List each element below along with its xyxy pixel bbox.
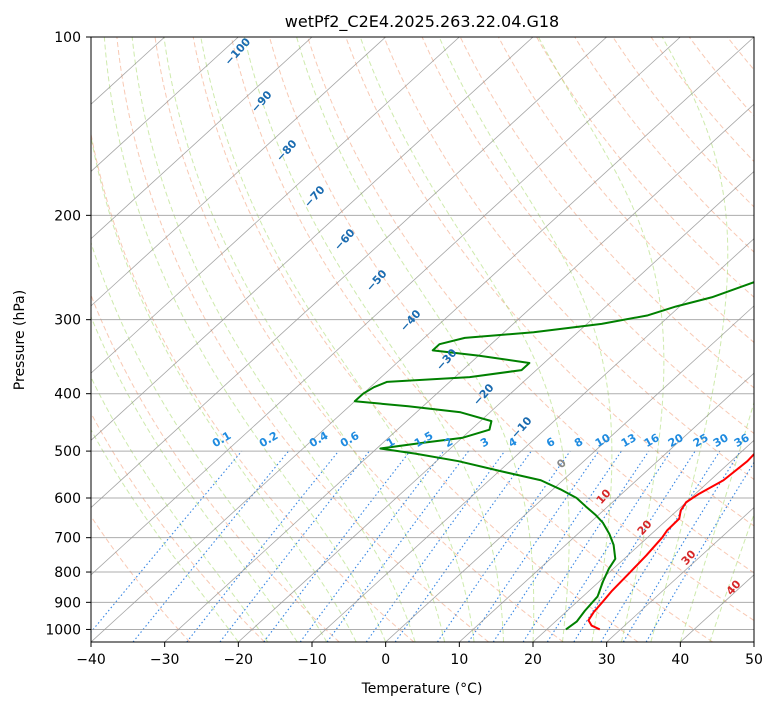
moist-adiabat-line [91, 134, 357, 642]
moist-adiabat-line [679, 400, 754, 642]
chart-title: wetPf2_C2E4.2025.263.22.04.G18 [285, 12, 559, 32]
mixing-ratio-line [132, 450, 290, 642]
moist-adiabat-line [438, 37, 613, 642]
moist-adiabat-line [537, 37, 665, 642]
dry-adiabat-line [497, 37, 754, 344]
x-tick-label: −10 [297, 652, 327, 668]
moist-adiabat-line [91, 428, 239, 642]
isotherm-line [91, 37, 754, 642]
isotherm-line [311, 238, 754, 642]
x-tick-label: 20 [524, 652, 542, 668]
dewpoint-profile-line [353, 281, 754, 631]
isotherm-line [459, 372, 754, 642]
y-tick-label: 100 [54, 30, 81, 46]
moist-adiabat-line [650, 37, 729, 642]
x-axis-label: Temperature (°C) [361, 681, 483, 697]
mixing-ratio-line [622, 450, 741, 642]
moist-adiabat-line [200, 37, 475, 642]
series-layer [353, 281, 754, 631]
mixing-ratio-line [468, 450, 600, 642]
isotherm-line [91, 37, 607, 509]
moist-adiabat-line [163, 37, 446, 642]
y-axis-label: Pressure (hPa) [12, 290, 28, 390]
mixing-ratio-line [522, 450, 650, 642]
y-tick-label: 1000 [45, 622, 81, 638]
temperature-profile-line [587, 452, 754, 631]
x-tick-label: 10 [450, 652, 468, 668]
y-tick-label: 600 [54, 491, 81, 507]
mixing-ratio-line [91, 450, 243, 633]
moist-adiabat-line [91, 241, 328, 642]
plot-frame [90, 36, 755, 643]
y-tick-label: 200 [54, 208, 81, 224]
mixing-ratio-line [263, 450, 411, 642]
moist-adiabat-line [243, 37, 505, 642]
dry-adiabat-line [459, 37, 754, 389]
moist-adiabat-line [91, 315, 298, 642]
y-tick-label: 500 [54, 444, 81, 460]
tick-layer: −40 −30 −20 −10 0 10 20 30 40 50 100 200 300 400 500 60… [45, 30, 763, 668]
isotherm-line [91, 37, 681, 576]
dry-adiabat-line [91, 293, 340, 642]
x-tick-label: 40 [671, 652, 689, 668]
mixing-ratio-line [299, 450, 445, 642]
x-tick-label: −40 [76, 652, 106, 668]
y-tick-label: 400 [54, 387, 81, 403]
y-tick-label: 300 [54, 313, 81, 329]
x-tick-label: −30 [150, 652, 180, 668]
mixing-ratio-line [186, 450, 339, 642]
mixing-ratio-line [573, 450, 696, 642]
grid-layer [91, 37, 754, 642]
dry-adiabat-line [345, 37, 754, 527]
isotherm-line [238, 170, 754, 642]
dry-adiabat-line [192, 37, 639, 642]
y-tick-label: 800 [54, 565, 81, 581]
x-tick-label: 50 [745, 652, 763, 668]
moist-adiabat-line [359, 37, 570, 642]
mixing-ratio-line [546, 450, 672, 642]
dry-adiabat-line [383, 37, 754, 481]
dry-adiabat-line [230, 37, 713, 642]
x-tick-label: −20 [224, 652, 254, 668]
moist-adiabat-line [131, 37, 416, 642]
dry-adiabat-line [269, 37, 754, 622]
isotherm-line [91, 37, 460, 374]
x-tick-label: 0 [381, 652, 390, 668]
isotherm-line [164, 103, 754, 642]
isotherm-line [606, 507, 754, 642]
x-tick-label: 30 [598, 652, 616, 668]
mixing-ratio-line [326, 450, 469, 642]
mixing-ratio-line [436, 450, 571, 642]
isotherm-line [532, 439, 754, 642]
mixing-ratio-line [365, 450, 506, 642]
isotherm-line [91, 37, 534, 441]
dry-adiabat-line [91, 515, 191, 642]
moist-adiabat-line [296, 37, 535, 642]
dry-adiabat-line [421, 37, 754, 435]
isotherm-line [91, 37, 386, 307]
dry-adiabat-line [307, 37, 754, 574]
dry-adiabat-line [612, 37, 754, 208]
moist-adiabat-line [709, 512, 754, 642]
isotherm-line [91, 37, 239, 172]
moist-adiabat-line [91, 376, 269, 642]
isotherm-line [385, 305, 754, 642]
y-tick-label: 900 [54, 595, 81, 611]
moist-adiabat-line [103, 37, 387, 642]
dry-adiabat-line [154, 37, 564, 642]
dry-adiabat-line [116, 37, 489, 642]
y-tick-label: 700 [54, 531, 81, 547]
mixing-ratio-line [492, 450, 622, 642]
isotherm-line [91, 37, 313, 240]
